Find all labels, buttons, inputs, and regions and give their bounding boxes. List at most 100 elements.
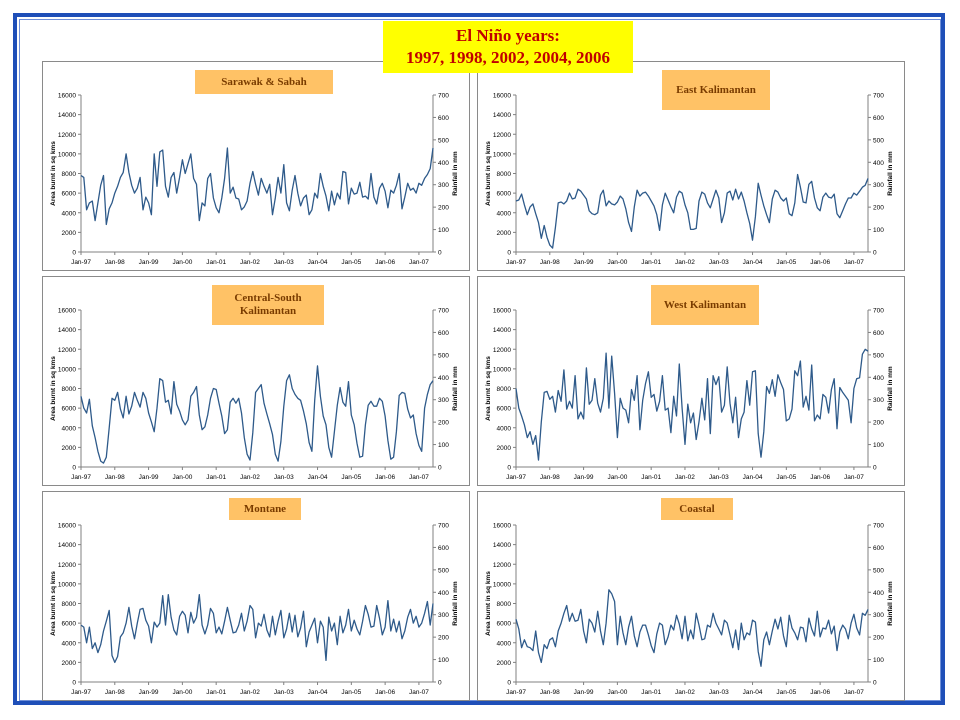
- y-tick-label-right: 500: [873, 352, 884, 359]
- y-tick-label-right: 100: [438, 227, 449, 234]
- area-burnt-line: [80, 147, 434, 226]
- y-tick-label-right: 500: [873, 567, 884, 574]
- y-tick-label-left: 14000: [58, 542, 76, 549]
- y-tick-label-right: 700: [438, 523, 449, 530]
- x-tick-label: Jan-98: [540, 259, 560, 266]
- y-tick-label-right: 600: [438, 330, 449, 337]
- x-tick-label: Jan-01: [206, 689, 226, 696]
- y-tick-label-left: 16000: [493, 93, 511, 100]
- el-nino-banner: El Niño years: 1997, 1998, 2002, 2004, 2…: [383, 21, 633, 73]
- y-tick-label-right: 400: [873, 375, 884, 382]
- y-tick-label-left: 2000: [497, 445, 512, 452]
- x-tick-label: Jan-00: [607, 689, 627, 696]
- y-tick-label-left: 6000: [62, 406, 77, 413]
- y-tick-label-right: 500: [438, 567, 449, 574]
- x-tick-label: Jan-05: [341, 689, 361, 696]
- y-tick-label-right: 300: [438, 612, 449, 619]
- y-tick-label-right: 600: [873, 330, 884, 337]
- x-tick-label: Jan-04: [308, 689, 328, 696]
- x-tick-label: Jan-07: [844, 259, 864, 266]
- y-tick-label-left: 6000: [497, 621, 512, 628]
- x-tick-label: Jan-05: [776, 474, 796, 481]
- y-tick-label-left: 6000: [497, 406, 512, 413]
- y-tick-label-left: 8000: [497, 386, 512, 393]
- banner-line-2: 1997, 1998, 2002, 2004, 2006: [406, 48, 610, 67]
- y-tick-label-left: 0: [507, 465, 511, 472]
- x-tick-label: Jan-07: [844, 474, 864, 481]
- x-tick-label: Jan-03: [274, 474, 294, 481]
- x-tick-label: Jan-05: [776, 689, 796, 696]
- y-tick-label-right: 0: [873, 680, 877, 687]
- x-tick-label: Jan-99: [574, 259, 594, 266]
- y-tick-label-left: 8000: [62, 601, 77, 608]
- x-tick-label: Jan-02: [240, 259, 260, 266]
- y-tick-label-left: 14000: [493, 327, 511, 334]
- y-tick-label-left: 4000: [497, 425, 512, 432]
- y-tick-label-right: 0: [873, 465, 877, 472]
- label-montane: Montane: [229, 498, 301, 520]
- label-east-kalimantan: East Kalimantan: [662, 70, 770, 110]
- x-tick-label: Jan-04: [743, 259, 763, 266]
- y-tick-label-right: 100: [873, 442, 884, 449]
- y-tick-label-left: 0: [72, 465, 76, 472]
- x-tick-label: Jan-04: [743, 474, 763, 481]
- x-tick-label: Jan-99: [139, 474, 159, 481]
- y-tick-label-left: 2000: [497, 230, 512, 237]
- y-tick-label-right: 300: [438, 182, 449, 189]
- chart-central-south-kalimantan: 0 2000 4000 6000 8000 10000 12000 14000 16000 0 10…: [50, 308, 459, 482]
- y-axis-title-left: Area burnt in sq kms: [485, 141, 492, 206]
- banner-line-1: El Niño years:: [456, 26, 560, 45]
- y-tick-label-right: 300: [438, 397, 449, 404]
- y-tick-label-right: 0: [438, 465, 442, 472]
- y-tick-label-left: 10000: [58, 151, 76, 158]
- y-tick-label-right: 600: [873, 115, 884, 122]
- x-tick-label: Jan-97: [71, 474, 91, 481]
- x-tick-label: Jan-98: [105, 474, 125, 481]
- x-tick-label: Jan-05: [341, 474, 361, 481]
- y-tick-label-left: 16000: [58, 523, 76, 530]
- x-tick-label: Jan-03: [274, 689, 294, 696]
- x-tick-label: Jan-06: [375, 474, 395, 481]
- x-tick-label: Jan-01: [206, 259, 226, 266]
- y-tick-label-left: 8000: [497, 601, 512, 608]
- area-burnt-line: [515, 173, 869, 249]
- x-tick-label: Jan-01: [206, 474, 226, 481]
- y-axis-title-right: Rainfall in mm: [452, 581, 459, 626]
- x-tick-label: Jan-99: [574, 474, 594, 481]
- label-central-south-kalimantan: Central-South Kalimantan: [212, 285, 324, 325]
- x-tick-label: Jan-01: [641, 689, 661, 696]
- x-tick-label: Jan-97: [506, 259, 526, 266]
- y-tick-label-right: 200: [438, 420, 449, 427]
- y-tick-label-left: 0: [507, 680, 511, 687]
- x-tick-label: Jan-99: [139, 259, 159, 266]
- label-sarawak-sabah: Sarawak & Sabah: [195, 70, 333, 94]
- y-tick-label-left: 12000: [58, 347, 76, 354]
- x-tick-label: Jan-02: [675, 474, 695, 481]
- y-tick-label-left: 12000: [58, 132, 76, 139]
- y-axis-title-left: Area burnt in sq kms: [485, 571, 492, 636]
- y-axis-title-right: Rainfall in mm: [452, 151, 459, 196]
- y-tick-label-left: 12000: [493, 347, 511, 354]
- x-tick-label: Jan-01: [641, 474, 661, 481]
- y-tick-label-left: 4000: [62, 425, 77, 432]
- x-tick-label: Jan-03: [709, 259, 729, 266]
- chart-east-kalimantan: 0 2000 4000 6000 8000 10000 12000 14000 16000 0 10…: [485, 93, 894, 267]
- x-tick-label: Jan-07: [409, 474, 429, 481]
- y-tick-label-right: 200: [873, 420, 884, 427]
- panel-coastal: 0 2000 4000 6000 8000 10000 12000 14000 16000 0 10…: [477, 491, 905, 701]
- x-tick-label: Jan-03: [709, 474, 729, 481]
- y-tick-label-left: 10000: [58, 581, 76, 588]
- label-west-kalimantan: West Kalimantan: [651, 285, 759, 325]
- x-tick-label: Jan-02: [675, 259, 695, 266]
- y-tick-label-left: 6000: [62, 191, 77, 198]
- area-burnt-line: [515, 589, 869, 667]
- y-tick-label-right: 200: [438, 635, 449, 642]
- y-tick-label-left: 12000: [493, 562, 511, 569]
- y-tick-label-left: 8000: [62, 386, 77, 393]
- y-tick-label-left: 16000: [58, 308, 76, 315]
- x-tick-label: Jan-04: [308, 259, 328, 266]
- y-tick-label-left: 8000: [497, 171, 512, 178]
- x-tick-label: Jan-02: [240, 689, 260, 696]
- area-burnt-line: [80, 594, 434, 664]
- x-tick-label: Jan-03: [274, 259, 294, 266]
